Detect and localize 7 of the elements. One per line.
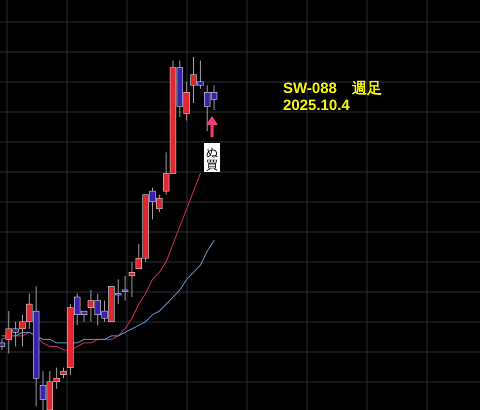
- candlestick: [128, 261, 136, 298]
- text: 2025.10.4: [283, 97, 350, 114]
- candlestick: [122, 275, 128, 302]
- text: SW-088 週足: [283, 80, 382, 97]
- annotation: ぬ買: [206, 145, 218, 172]
- candlestick: [60, 367, 67, 379]
- candlestick: [0, 338, 6, 350]
